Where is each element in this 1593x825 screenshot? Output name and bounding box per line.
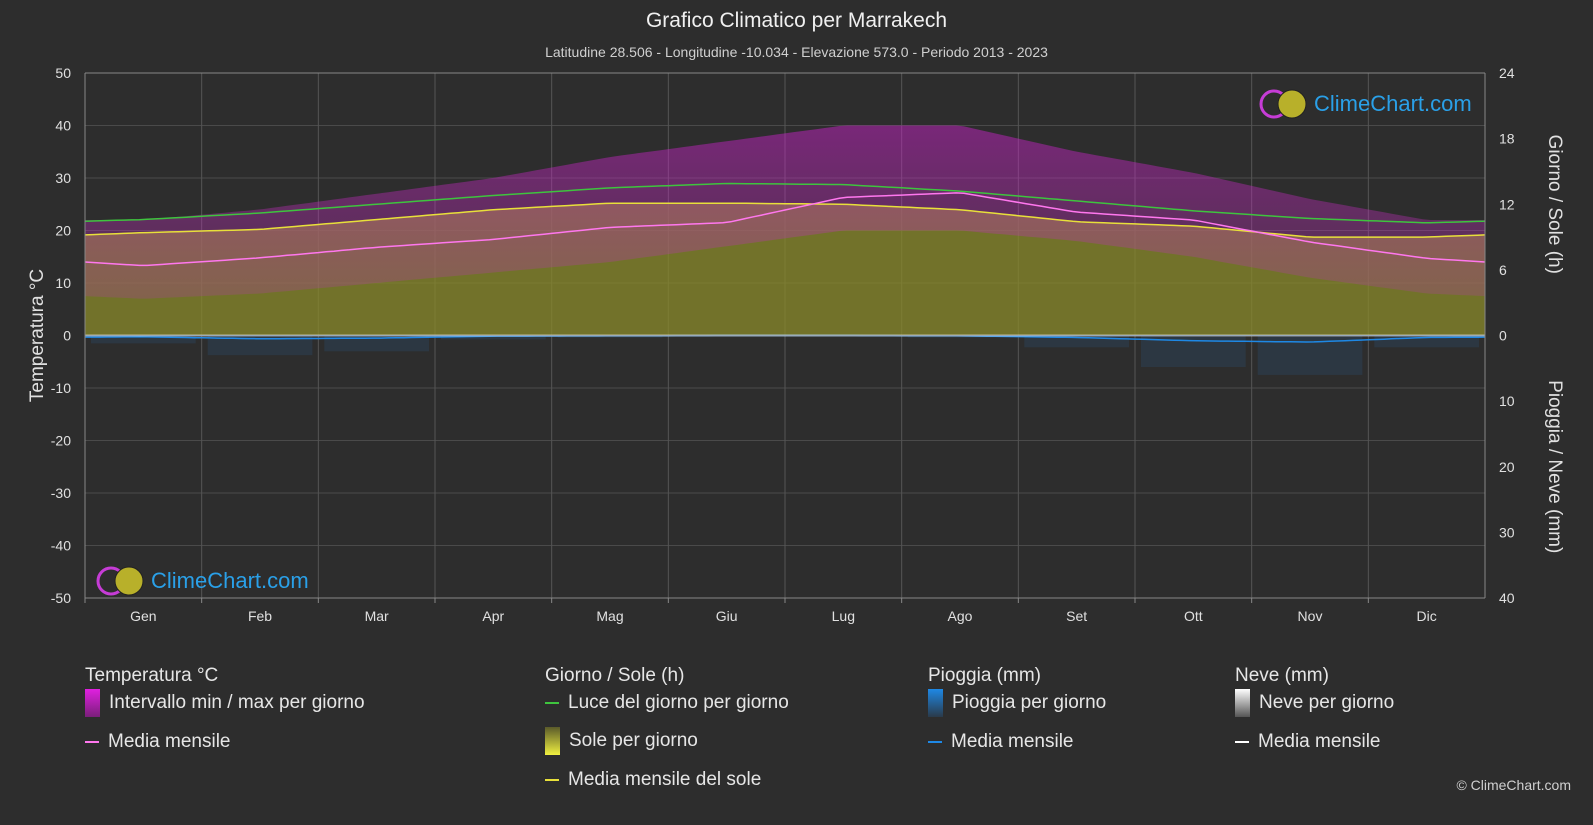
legend-rain-head: Pioggia (mm) [928, 665, 1041, 686]
month-label: Nov [1298, 608, 1323, 624]
legend-label: Media mensile [108, 731, 231, 752]
month-label: Ott [1184, 608, 1203, 624]
axes: 50 40 30 20 10 0 -10 -20 -30 -40 -50 24 18 12 6 0 10 20 30… [27, 65, 1565, 624]
rain-tick-label: 10 [1499, 393, 1515, 409]
legend-temp-mean: Media mensile [85, 731, 231, 753]
legend-sun-mean: Media mensile del sole [545, 769, 761, 791]
logo-text: ClimeChart.com [151, 568, 309, 593]
y-tick-label: 10 [55, 275, 71, 291]
hours-tick-label: 24 [1499, 65, 1515, 81]
month-label: Mar [365, 608, 389, 624]
rain-axis-title: Pioggia / Neve (mm) [1544, 380, 1565, 553]
y-tick-label: 40 [55, 118, 71, 134]
month-label: Dic [1417, 608, 1437, 624]
rain-bars [91, 335, 1479, 375]
hours-tick-label: 6 [1499, 262, 1507, 278]
month-label: Ago [948, 608, 973, 624]
y-tick-label: -10 [51, 380, 71, 396]
month-label: Giu [716, 608, 738, 624]
hours-tick-label: 0 [1499, 328, 1507, 344]
hours-tick-label: 12 [1499, 196, 1515, 212]
logo-bottom[interactable]: ClimeChart.com [95, 565, 309, 597]
copyright: © ClimeChart.com [1456, 777, 1571, 793]
logo-top[interactable]: ClimeChart.com [1258, 88, 1472, 120]
rain-bar [1024, 335, 1129, 348]
rain-tick-label: 40 [1499, 590, 1515, 606]
y-tick-label: -30 [51, 485, 71, 501]
legend-sun: Sole per giorno [545, 727, 698, 755]
y-tick-label: -20 [51, 433, 71, 449]
legend-temp-range: Intervallo min / max per giorno [85, 689, 365, 717]
sun-mean-swatch [545, 779, 559, 781]
legend-snow-head: Neve (mm) [1235, 665, 1329, 686]
legend-label: Sole per giorno [569, 730, 698, 751]
mean-temp-swatch [85, 741, 99, 743]
y-axis-title: Temperatura °C [27, 269, 48, 402]
rain-tick-label: 20 [1499, 459, 1515, 475]
legend-label: Media mensile [951, 731, 1074, 752]
legend-snow: Neve per giorno [1235, 689, 1394, 717]
legend-rain: Pioggia per giorno [928, 689, 1106, 717]
legend-label: Media mensile del sole [568, 769, 762, 790]
rain-tick-label: 30 [1499, 524, 1515, 540]
temperature-range-fill [85, 125, 1485, 299]
rain-bar [441, 335, 546, 340]
legend-temp-head: Temperatura °C [85, 665, 219, 686]
temperature-range-area [85, 125, 1485, 299]
legend-snow-mean: Media mensile [1235, 731, 1381, 753]
daylight-swatch [545, 702, 559, 704]
rain-mean-swatch [928, 741, 942, 743]
series-lines [84, 182, 1486, 343]
y-tick-label: 50 [55, 65, 71, 81]
rain-bar [1374, 335, 1479, 348]
logo-icon [96, 566, 144, 596]
logo-icon [1259, 89, 1307, 119]
y-tick-label: -50 [51, 590, 71, 606]
legend-label: Media mensile [1258, 731, 1381, 752]
mean-temp-line [84, 192, 1486, 267]
hours-tick-label: 18 [1499, 131, 1515, 147]
month-label: Mag [596, 608, 623, 624]
y-tick-label: 20 [55, 223, 71, 239]
y-tick-label: 0 [63, 328, 71, 344]
month-label: Apr [482, 608, 504, 624]
rain-swatch [928, 689, 943, 717]
snow-mean-swatch [1235, 741, 1249, 743]
y-tick-label: -40 [51, 538, 71, 554]
sun-swatch [545, 727, 560, 755]
snow-swatch [1235, 689, 1250, 717]
legend-sun-head: Giorno / Sole (h) [545, 665, 685, 686]
month-label: Set [1066, 608, 1087, 624]
daylight-line [84, 182, 1486, 224]
chart-title: Grafico Climatico per Marrakech [645, 9, 948, 32]
rain-bar [91, 335, 196, 344]
rain-bar [324, 335, 429, 352]
legend-label: Neve per giorno [1259, 692, 1395, 713]
legend-daylight: Luce del giorno per giorno [545, 692, 789, 714]
legend-label: Intervallo min / max per giorno [109, 692, 365, 713]
climate-chart: 50 40 30 20 10 0 -10 -20 -30 -40 -50 24 18 12 6 0 10 20 30… [27, 65, 1565, 624]
logo-text: ClimeChart.com [1314, 91, 1472, 116]
legend-label: Luce del giorno per giorno [568, 692, 789, 713]
range-swatch [85, 689, 100, 717]
y-tick-label: 30 [55, 170, 71, 186]
legend-rain-mean: Media mensile [928, 731, 1074, 753]
month-label: Lug [832, 608, 855, 624]
chart-subtitle: Latitudine 28.506 - Longitudine -10.034 … [545, 44, 1048, 60]
legend-label: Pioggia per giorno [952, 692, 1107, 713]
rain-bar [207, 335, 313, 356]
month-label: Gen [130, 608, 156, 624]
month-label: Feb [248, 608, 272, 624]
hours-axis-title: Giorno / Sole (h) [1544, 135, 1565, 274]
